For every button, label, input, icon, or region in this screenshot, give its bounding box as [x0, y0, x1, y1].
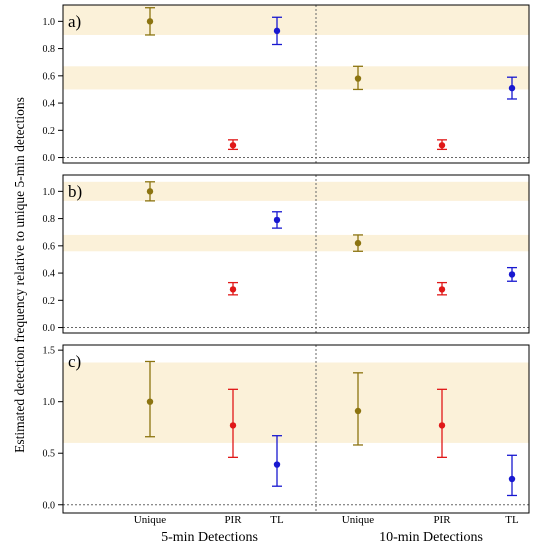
y-tick-label: 0.6: [43, 241, 56, 252]
y-tick-label: 0.0: [43, 500, 56, 511]
data-point: [508, 271, 516, 278]
data-point: [229, 422, 237, 429]
y-tick-label: 1.0: [43, 17, 56, 28]
x-tick-label: Unique: [134, 514, 167, 526]
data-point: [146, 18, 154, 25]
x-tick-label: Unique: [342, 514, 375, 526]
x-tick-label: TL: [505, 514, 519, 526]
y-tick-label: 0.0: [43, 323, 56, 334]
shaded-band: [63, 66, 529, 90]
panel-label: b): [68, 182, 82, 201]
data-point: [273, 27, 281, 35]
panel-frame: [62, 174, 530, 334]
panel-frame: [62, 4, 530, 164]
x-group-label-10min: 10-min Detections: [379, 530, 483, 545]
x-tick-label: PIR: [224, 514, 242, 526]
data-point: [508, 475, 516, 483]
data-point: [146, 188, 154, 195]
shaded-band: [63, 181, 529, 201]
y-tick-label: 1.5: [43, 346, 56, 357]
panel-3: 0.0 0.5 1.0 1.5 c) Unique PIR TL Unique PIR TL: [43, 344, 530, 526]
panel-2: 0.0 0.2 0.4 0.6 0.8 1.0 b): [43, 174, 530, 334]
shaded-band: [63, 234, 529, 252]
x-group-label-5min: 5-min Detections: [161, 530, 258, 545]
y-tick-label: 0.2: [43, 126, 56, 137]
y-tick-label: 0.8: [43, 214, 56, 225]
data-point: [146, 398, 154, 405]
y-tick-label: 0.5: [43, 449, 56, 460]
panel-label: c): [68, 352, 81, 371]
data-point: [354, 407, 362, 415]
data-point: [438, 422, 446, 429]
data-point: [354, 75, 362, 82]
panel-frame: [62, 344, 530, 514]
y-tick-label: 0.6: [43, 71, 56, 82]
y-tick-label: 1.0: [43, 187, 56, 198]
shaded-band: [63, 362, 529, 443]
data-point: [229, 286, 237, 293]
data-point: [438, 142, 446, 149]
y-tick-label: 0.2: [43, 296, 56, 307]
data-point: [354, 239, 362, 247]
y-tick-label: 0.4: [43, 99, 56, 110]
y-tick-label: 0.4: [43, 269, 56, 280]
shaded-band: [63, 5, 529, 35]
y-tick-label: 1.0: [43, 397, 56, 408]
panels: 0.0 0.2 0.4 0.6 0.8 1.0 a) 0.0 0.2 0.4 0.6 0.8 1.0 b)…: [43, 4, 530, 526]
x-tick-label: TL: [270, 514, 284, 526]
y-tick-label: 0.0: [43, 153, 56, 164]
data-point: [229, 142, 237, 149]
data-point: [438, 286, 446, 293]
panel-1: 0.0 0.2 0.4 0.6 0.8 1.0 a): [43, 4, 530, 164]
data-point: [273, 216, 281, 224]
data-point: [273, 461, 281, 468]
x-tick-label: PIR: [433, 514, 451, 526]
panel-label: a): [68, 12, 81, 31]
data-point: [508, 84, 516, 92]
y-axis-label: Estimated detection frequency relative t…: [12, 97, 27, 453]
y-tick-label: 0.8: [43, 44, 56, 55]
